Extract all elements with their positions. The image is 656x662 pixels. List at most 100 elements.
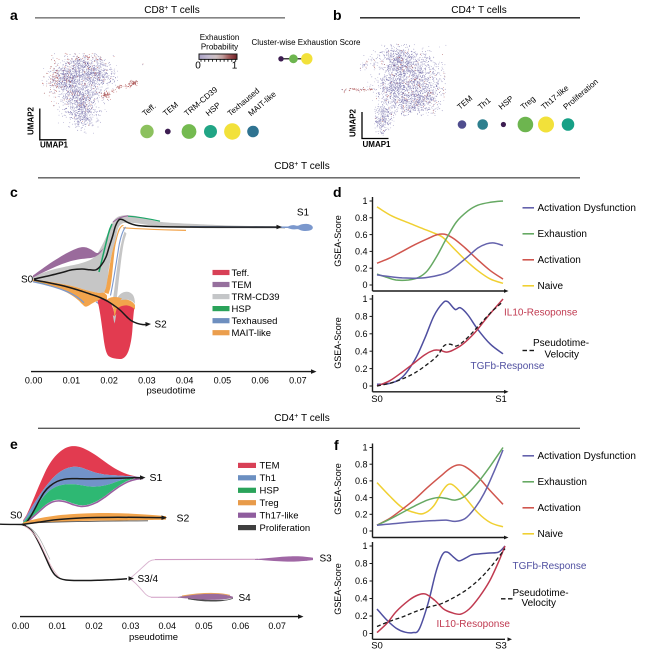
svg-text:Th1: Th1 [260,473,276,484]
svg-text:CD8+ T cells: CD8+ T cells [144,5,199,16]
svg-text:0.06: 0.06 [232,621,250,631]
svg-text:1: 1 [362,443,367,453]
svg-text:S3: S3 [495,641,507,652]
svg-text:0.4: 0.4 [355,493,368,503]
svg-text:0.4: 0.4 [355,247,368,257]
svg-text:0.03: 0.03 [122,621,140,631]
svg-text:Activation Dysfunction: Activation Dysfunction [538,203,636,214]
svg-text:0.8: 0.8 [355,213,368,223]
svg-text:0.8: 0.8 [355,459,368,469]
svg-text:IL10-Resoponse: IL10-Resoponse [504,308,578,319]
svg-text:TGFb-Response: TGFb-Response [471,361,545,372]
svg-text:Activation: Activation [538,503,581,514]
svg-text:0: 0 [362,629,367,639]
svg-text:0.05: 0.05 [195,621,213,631]
svg-text:0.04: 0.04 [176,376,194,386]
svg-text:GSEA-Score: GSEA-Score [333,563,343,615]
svg-text:S1: S1 [150,472,163,484]
svg-text:0.6: 0.6 [355,476,368,486]
svg-text:e: e [10,436,18,452]
svg-text:Exhaustion: Exhaustion [538,477,587,488]
svg-text:Pseudotime-: Pseudotime- [533,338,589,349]
svg-text:TGFb-Response: TGFb-Response [513,561,587,572]
svg-text:S0: S0 [371,394,383,405]
svg-text:Proliferation: Proliferation [260,523,311,534]
svg-text:CD4+ T cells: CD4+ T cells [451,5,506,16]
svg-text:GSEA-Score: GSEA-Score [333,317,343,369]
svg-text:0.00: 0.00 [25,376,43,386]
svg-text:a: a [10,7,18,23]
svg-text:0.07: 0.07 [289,376,307,386]
svg-text:CD8+ T cells: CD8+ T cells [274,161,329,172]
svg-text:0.06: 0.06 [251,376,269,386]
svg-text:S3: S3 [320,554,333,565]
svg-text:pseudotime: pseudotime [146,386,195,397]
svg-text:b: b [333,7,342,23]
svg-text:Naive: Naive [538,529,564,540]
svg-text:0.04: 0.04 [159,621,177,631]
svg-text:Velocity: Velocity [522,598,556,609]
svg-text:0.2: 0.2 [355,263,368,273]
svg-text:0.05: 0.05 [214,376,232,386]
svg-text:CD4+ T cells: CD4+ T cells [274,413,329,424]
svg-text:GSEA-Score: GSEA-Score [333,215,343,267]
svg-text:0.00: 0.00 [12,621,30,631]
svg-text:0.6: 0.6 [355,230,368,240]
svg-text:S2: S2 [155,320,168,331]
svg-text:S4: S4 [239,593,252,604]
svg-text:GSEA-Score: GSEA-Score [333,463,343,515]
svg-text:0.03: 0.03 [138,376,156,386]
svg-text:UMAP1: UMAP1 [40,141,69,150]
svg-text:pseudotime: pseudotime [129,632,178,643]
svg-text:MAIT-like: MAIT-like [232,328,272,339]
svg-text:0.2: 0.2 [355,510,368,520]
svg-text:TRM-CD39: TRM-CD39 [232,292,280,303]
svg-text:HSP: HSP [260,486,280,497]
svg-text:1: 1 [362,294,367,304]
svg-text:1: 1 [362,196,367,206]
svg-text:0.6: 0.6 [355,576,368,586]
svg-text:Texhaused: Texhaused [232,316,278,327]
svg-text:0.02: 0.02 [100,376,118,386]
svg-text:TEM: TEM [232,280,252,291]
svg-text:UMAP2: UMAP2 [349,108,358,137]
svg-text:0: 0 [362,526,367,536]
svg-text:S1: S1 [495,394,507,405]
svg-text:S0: S0 [10,511,23,522]
svg-text:0.01: 0.01 [63,376,81,386]
svg-text:0.4: 0.4 [355,346,368,356]
svg-text:S0: S0 [21,275,34,286]
svg-text:0.2: 0.2 [355,611,368,621]
svg-text:S2: S2 [177,513,190,525]
svg-text:TEM: TEM [260,461,280,472]
svg-text:0.02: 0.02 [85,621,103,631]
svg-text:IL10-Resoponse: IL10-Resoponse [437,619,511,630]
svg-text:1: 1 [232,61,238,72]
svg-text:Pseudotime-: Pseudotime- [513,588,569,599]
svg-text:0.8: 0.8 [355,559,368,569]
svg-text:0: 0 [362,381,367,391]
svg-text:0.6: 0.6 [355,329,368,339]
svg-text:S1: S1 [297,208,310,219]
svg-text:Exhaustion: Exhaustion [538,229,587,240]
svg-text:0.07: 0.07 [268,621,286,631]
svg-text:UMAP1: UMAP1 [363,140,392,149]
svg-text:UMAP2: UMAP2 [27,106,36,135]
svg-text:1: 1 [362,541,367,551]
svg-text:HSP: HSP [232,304,252,315]
svg-text:0.8: 0.8 [355,312,368,322]
svg-text:Activation Dysfunction: Activation Dysfunction [538,451,636,462]
svg-text:0.4: 0.4 [355,594,368,604]
svg-text:f: f [334,437,339,453]
svg-text:d: d [333,184,342,200]
svg-text:S3/4: S3/4 [138,574,159,585]
svg-text:Probability: Probability [201,43,238,52]
svg-text:0.2: 0.2 [355,364,368,374]
svg-text:Velocity: Velocity [545,350,579,361]
svg-text:c: c [10,184,18,200]
svg-text:Activation: Activation [538,255,581,266]
svg-text:0: 0 [362,280,367,290]
svg-text:0.01: 0.01 [49,621,67,631]
svg-text:Th17-like: Th17-like [260,511,299,522]
svg-text:0: 0 [195,61,201,72]
